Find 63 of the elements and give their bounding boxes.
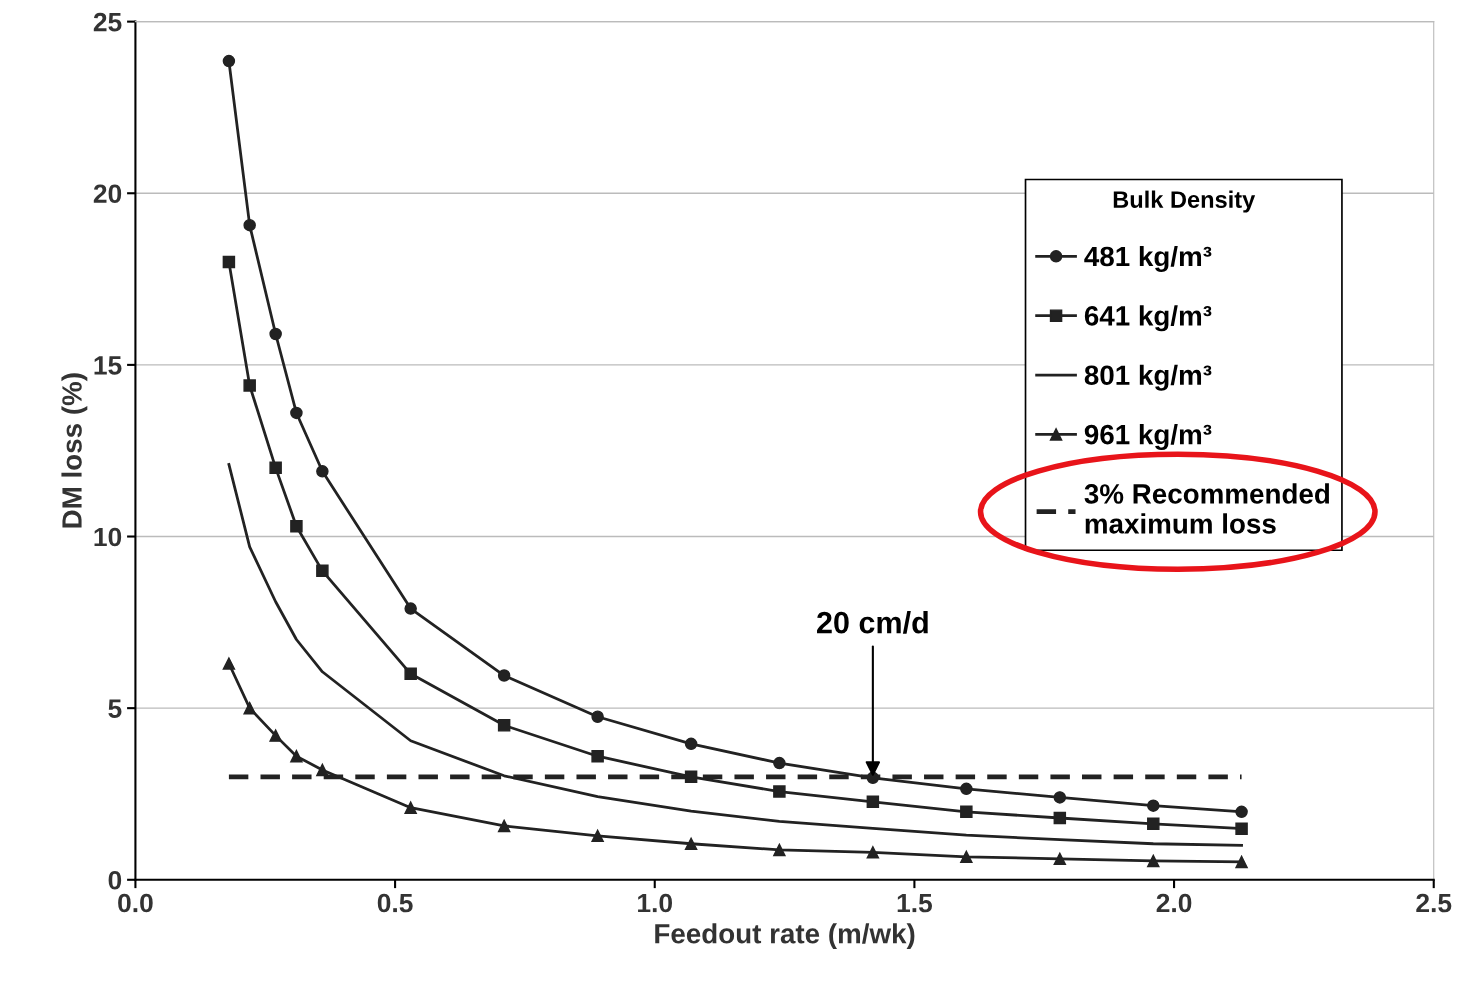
point: [316, 465, 329, 478]
point: [1147, 799, 1160, 812]
point: [960, 782, 973, 796]
legend-label: 961 kg/m³: [1084, 424, 1212, 451]
point: [243, 701, 256, 715]
x-tick-label: 1.5: [897, 893, 933, 913]
x-axis-title: Feedout rate (m/wk): [655, 923, 915, 950]
point: [1053, 791, 1067, 804]
point: [1235, 822, 1248, 835]
point: [1235, 805, 1248, 819]
point: [222, 255, 236, 269]
point: [1235, 855, 1248, 869]
point: [222, 54, 236, 68]
legend-title: Bulk Density: [1113, 190, 1256, 213]
point: [960, 850, 973, 864]
y-tick-label: 20: [93, 184, 122, 204]
x-tick-label: 0.0: [118, 893, 153, 913]
point: [404, 602, 417, 615]
point: [269, 729, 282, 742]
x-tick-label: 0.5: [377, 893, 413, 913]
x-tick-label: 2.5: [1416, 893, 1452, 913]
point: [866, 846, 880, 859]
y-tick-label: 5: [108, 699, 122, 718]
legend-label: 3% Recommended maximum loss: [1084, 483, 1330, 534]
legend-label: 801 kg/m³: [1084, 364, 1212, 391]
point: [222, 657, 236, 670]
point: [497, 669, 511, 682]
y-tick-label: 10: [94, 527, 122, 547]
annotation: 20 cm/d: [817, 611, 928, 634]
point: [243, 218, 256, 232]
point: [866, 795, 880, 809]
point: [684, 737, 698, 751]
x-tick-label: 1.0: [638, 893, 673, 913]
point: [960, 805, 973, 819]
point: [316, 564, 329, 578]
point: [269, 461, 282, 475]
y-axis-title: DM loss (%): [61, 373, 88, 528]
point: [404, 667, 417, 681]
point: [290, 519, 303, 533]
point: [1147, 854, 1160, 868]
point: [773, 843, 786, 857]
point: [404, 801, 417, 814]
point: [773, 756, 786, 770]
point: [1147, 817, 1160, 831]
point: [591, 710, 604, 723]
point: [269, 327, 282, 341]
x-tick-label: 2.0: [1156, 893, 1192, 913]
point: [1053, 811, 1067, 825]
legend-label: 481 kg/m³: [1084, 245, 1212, 272]
point: [773, 785, 786, 798]
point: [684, 837, 698, 850]
point: [591, 829, 604, 843]
point: [497, 719, 511, 732]
point: [290, 749, 303, 763]
point: [1053, 852, 1067, 866]
point: [497, 819, 511, 833]
point: [591, 749, 604, 763]
point: [243, 379, 256, 392]
legend-label: 641 kg/m³: [1084, 305, 1212, 332]
y-tick-label: 25: [93, 12, 122, 32]
point: [290, 406, 303, 420]
y-tick-label: 15: [94, 356, 122, 375]
y-tick-label: 0: [108, 870, 122, 890]
